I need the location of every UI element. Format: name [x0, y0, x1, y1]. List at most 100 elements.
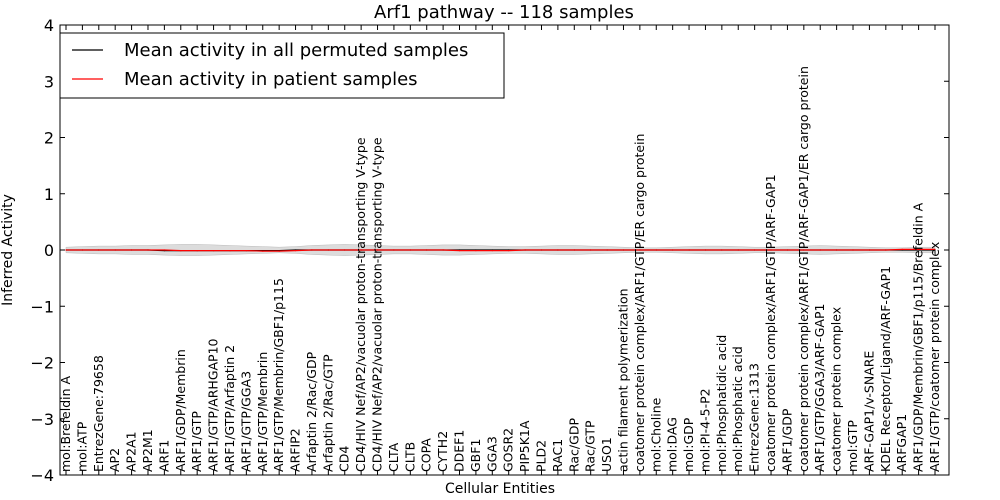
x-tick-label: PLD2: [534, 440, 549, 472]
series-1-point: [770, 249, 772, 251]
series-1-point: [606, 249, 608, 251]
x-tick-label: ARF1/GTP/coatomer protein complex: [927, 242, 942, 472]
series-1-point: [737, 249, 739, 251]
x-tick-label: mol:GDP: [681, 417, 696, 472]
x-axis-ticks: [65, 25, 936, 475]
series-1-point: [704, 249, 707, 251]
series-1-point: [311, 249, 313, 251]
legend-box: [59, 32, 505, 99]
x-tick-label: CD4: [337, 446, 352, 472]
series-1-point: [229, 250, 231, 252]
series-1-point: [557, 249, 559, 251]
x-tick-label: mol:Phosphatic acid: [730, 346, 745, 472]
y-tick-label: −2: [30, 354, 54, 373]
legend: Mean activity in all permuted samples Me…: [59, 32, 505, 99]
x-tick-label: mol:Phosphatidic acid: [714, 335, 729, 472]
x-tick-label: mol:PI-4-5-P2: [698, 388, 713, 472]
series-1-point: [819, 249, 821, 251]
series-1-point: [639, 249, 641, 251]
x-tick-label: USO1: [599, 437, 614, 472]
x-tick-label: ARFIP2: [288, 428, 303, 472]
series-1-point: [213, 250, 215, 252]
x-tick-label: KDEL Receptor/Ligand/ARF-GAP1: [878, 266, 893, 472]
x-tick-label: EntrezGene:1313: [747, 363, 762, 472]
x-tick-label: Arfaptin 2/Rac/GDP: [304, 351, 319, 472]
series-1-point: [622, 249, 625, 251]
series-1-point: [81, 249, 83, 251]
series-1-point: [754, 249, 756, 251]
x-tick-label: mol:DAG: [665, 417, 680, 472]
series-1-point: [98, 249, 100, 251]
series-1-point: [672, 249, 674, 251]
x-tick-label: ARF1/GTP: [189, 411, 204, 472]
series-1-point: [540, 249, 543, 251]
x-tick-label: CYTH2: [435, 431, 450, 472]
series-layer: [65, 248, 936, 252]
x-tick-label: Arfaptin 2/Rac/GTP: [320, 354, 335, 472]
series-1-point: [163, 249, 165, 251]
x-tick-label: coatomer protein complex: [829, 307, 844, 472]
x-tick-label: CLTA: [386, 442, 401, 472]
series-1-point: [803, 249, 805, 251]
x-tick-label: AP2: [107, 448, 122, 472]
x-axis-label: Cellular Entities: [445, 481, 555, 497]
series-1-point: [442, 249, 444, 251]
series-1-point: [491, 250, 493, 252]
series-1-point: [508, 250, 510, 252]
x-tick-label: EntrezGene:79658: [91, 355, 106, 472]
y-axis-ticks: −4 −3 −2 −1 0 1 2 3 4: [30, 16, 949, 485]
x-tick-label: mol:Choline: [648, 397, 663, 472]
x-tick-label: DDEF1: [452, 430, 467, 472]
y-tick-label: 2: [44, 129, 54, 148]
y-axis-label: Inferred Activity: [0, 194, 16, 306]
y-tick-label: −3: [30, 410, 54, 429]
x-tick-label: CD4/HIV Nef/AP2/vacuolar proton-transpor…: [370, 137, 385, 472]
series-1-point: [458, 250, 461, 252]
series-1-point: [294, 250, 297, 252]
y-tick-label: −1: [30, 297, 54, 316]
series-1-point: [65, 249, 67, 251]
x-tick-label: ARF1/GTP/Membrin: [255, 352, 270, 472]
x-tick-label: mol:GTP: [845, 420, 860, 472]
x-tick-label: GGA3: [484, 436, 499, 472]
x-tick-label: coatomer protein complex/ARF1/GTP/ER car…: [632, 134, 647, 473]
y-tick-label: 1: [44, 185, 54, 204]
series-1-point: [327, 249, 329, 251]
x-tick-label: RAC1: [550, 439, 565, 472]
series-1-point: [721, 249, 723, 251]
series-1-point: [344, 249, 346, 251]
x-tick-label: ARF1/GTP/Membrin/GBF1/p115: [271, 278, 286, 472]
x-tick-label: ARF1/GDP/Membrin: [173, 349, 188, 472]
x-tick-label: CLTB: [402, 442, 417, 472]
series-1-point: [180, 250, 182, 252]
x-tick-label: mol:ATP: [74, 421, 89, 472]
series-1-point: [196, 250, 198, 252]
series-line-1: [66, 248, 935, 252]
x-tick-label: COPA: [419, 438, 434, 472]
y-tick-label: −4: [30, 466, 54, 485]
x-tick-label: AP2A1: [124, 431, 139, 472]
series-1-point: [245, 250, 247, 252]
series-1-point: [409, 249, 411, 251]
x-tick-label: ARF1/GDP: [779, 408, 794, 472]
series-1-point: [262, 250, 264, 252]
chart-title: Arf1 pathway -- 118 samples: [374, 2, 634, 23]
x-tick-label: actin filament polymerization: [616, 288, 631, 472]
x-tick-label: PIP5K1A: [517, 420, 532, 472]
series-1-point: [655, 249, 657, 251]
series-1-point: [147, 249, 149, 251]
series-1-point: [426, 249, 428, 251]
series-1-point: [590, 249, 592, 251]
series-1-point: [360, 249, 362, 251]
series-1-point: [688, 249, 690, 251]
x-tick-label: mol:Brefeldin A: [58, 375, 73, 472]
series-1-point: [934, 248, 936, 250]
series-1-point: [114, 249, 116, 251]
x-tick-label: coatomer protein complex/ARF1/GTP/ARF-GA…: [763, 174, 778, 472]
series-1-point: [131, 249, 133, 251]
series-1-point: [475, 250, 477, 252]
x-tick-label: Rac/GTP: [583, 420, 598, 472]
y-tick-label: 3: [44, 72, 54, 91]
